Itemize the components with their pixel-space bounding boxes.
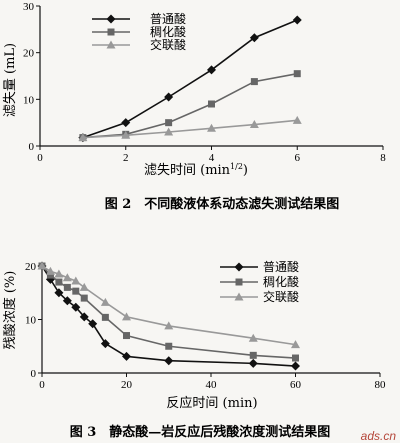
data-point-square [80,294,88,302]
data-point-diamond [121,118,131,128]
chart2-series [37,261,300,371]
data-point-square [250,78,258,86]
series-line-triangle [82,119,298,139]
legend-label: 普通酸 [150,11,186,26]
data-point-triangle [71,276,81,285]
chart1-caption: 图 2 不同酸液体系动态滤失测试结果图 [105,196,340,212]
data-point-diamond [207,65,216,75]
data-point-triangle [292,115,302,124]
data-point-diamond [248,358,258,368]
data-point-diamond [62,296,72,306]
data-point-diamond [164,356,174,366]
x-tick-label: 40 [206,379,218,391]
data-point-square [55,278,63,286]
data-point-triangle [122,312,131,321]
data-point-triangle [100,297,110,306]
data-point-triangle [164,321,174,330]
x-tick-label: 80 [375,379,387,391]
data-point-diamond [164,92,174,102]
series-line-diamond [82,19,298,139]
data-point-square [101,313,109,321]
chart1-y-axis-label: 滤失量 (mL) [3,43,18,117]
y-tick-label: 20 [23,48,35,60]
y-tick-label: 30 [23,1,35,13]
data-point-triangle [248,333,258,342]
data-point-diamond [71,302,81,312]
data-point-triangle [249,120,259,129]
chart1-x-axis-label: 滤失时间 (min1/2) [144,162,248,178]
data-point-diamond [88,319,98,329]
data-point-triangle [54,269,64,278]
data-point-square [292,354,299,362]
chart1-series [78,15,302,143]
legend-label: 交联酸 [150,37,186,52]
legend-label: 普通酸 [263,259,299,274]
data-point-square [293,70,301,78]
data-point-triangle [164,127,174,136]
data-point-square [249,351,257,359]
data-point-diamond [291,361,300,371]
data-point-square [165,342,173,350]
y-tick-label: 0 [31,368,37,380]
data-point-diamond [54,288,64,298]
legend-label: 稠化酸 [150,24,186,39]
chart-residual-acid: 0 20 40 60 80 0 10 20 残酸浓度 (%) 反应时间 (min) 普通酸稠化… [2,259,386,440]
data-point-triangle [121,130,131,139]
x-tick-label: 0 [39,379,45,391]
data-point-square [72,287,80,295]
data-point-triangle [62,273,72,282]
data-point-diamond [79,312,89,322]
chart2-axes: 0 20 40 60 80 0 10 20 [25,261,386,391]
chart2-caption: 图 3 静态酸—岩反应后残酸浓度测试结果图 [70,424,331,440]
x-tick-label: 4 [209,152,215,164]
data-point-diamond [249,33,259,43]
chart2-y-axis-label: 残酸浓度 (%) [2,271,18,350]
data-point-triangle [291,340,300,349]
data-point-square [165,119,173,127]
chart-filtration-loss: 0 2 4 6 8 0 10 20 30 滤失量 (mL) 滤失时间 (min1/2) 普通酸稠… [3,1,386,212]
data-point-square [208,100,215,108]
y-tick-label: 0 [29,141,35,153]
data-point-square [46,271,54,279]
data-point-diamond [100,339,110,349]
series-line-diamond [41,265,296,367]
data-point-diamond [292,15,302,25]
data-point-triangle [45,266,55,275]
series-line-triangle [41,265,296,346]
data-point-triangle [37,261,47,270]
chart2-x-axis-label: 反应时间 (min) [166,395,257,411]
data-point-triangle [79,282,89,291]
data-point-triangle [78,133,88,142]
watermark: ads.cn [361,429,397,443]
y-tick-label: 20 [25,261,37,273]
legend-marker-square [107,28,115,36]
x-tick-label: 2 [123,152,129,164]
legend-marker-triangle [234,292,244,301]
x-tick-label: 0 [37,152,43,164]
x-tick-label: 6 [295,152,301,164]
chart1-axes: 0 2 4 6 8 0 10 20 30 [23,1,386,164]
data-point-square [63,283,71,291]
x-tick-label: 60 [290,379,302,391]
legend-marker-diamond [106,14,116,24]
legend-marker-diamond [234,262,244,272]
data-point-diamond [122,351,131,361]
legend-label: 稠化酸 [263,274,299,289]
legend-label: 交联酸 [263,289,299,304]
y-tick-label: 10 [23,94,35,106]
y-tick-label: 10 [25,315,37,327]
legend-marker-square [235,278,243,286]
data-point-square [123,332,130,340]
legend-marker-triangle [106,40,116,49]
data-point-triangle [207,123,216,132]
x-tick-label: 20 [121,379,133,391]
x-tick-label: 8 [380,152,386,164]
